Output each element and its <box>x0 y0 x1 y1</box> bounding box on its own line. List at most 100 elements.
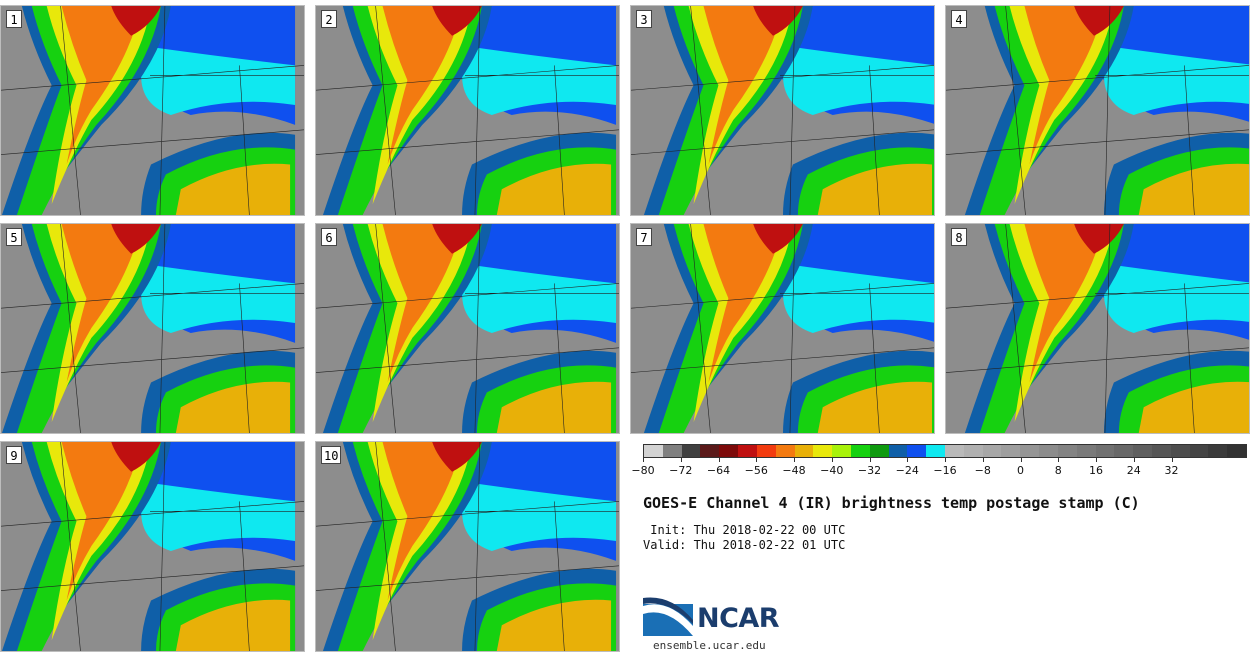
colorbar-tick <box>680 458 682 462</box>
cloud-region <box>141 481 296 551</box>
ncar-swoosh-icon <box>643 597 693 636</box>
state-boundaries <box>631 224 934 433</box>
colorbar-swatch <box>1095 445 1115 457</box>
panel-5: 5 <box>0 223 305 434</box>
colorbar-swatch <box>1189 445 1209 457</box>
cloud-region <box>432 224 482 254</box>
ir-map-7 <box>631 224 934 433</box>
panel-label-4: 4 <box>951 10 967 28</box>
panel-8: 8 <box>945 223 1250 434</box>
ir-map-8 <box>946 224 1249 433</box>
colorbar-tick <box>982 458 984 462</box>
colorbar-tick <box>718 458 720 462</box>
colorbar-ticks: −80 −72 −64 −56 −48 −40 −32 −24 −16 −8 0 8 16 24 32 <box>631 458 1247 478</box>
cloud-region <box>367 442 472 641</box>
panel-label-6: 6 <box>321 228 337 246</box>
ir-map-4 <box>946 6 1249 215</box>
panel-label-8: 8 <box>951 228 967 246</box>
cloud-region <box>1074 224 1124 254</box>
ir-map-3 <box>631 6 934 215</box>
cloud-region <box>382 6 463 165</box>
panel-label-2: 2 <box>321 10 337 28</box>
colorbar-swatch <box>756 445 776 457</box>
colorbar-swatch <box>963 445 983 457</box>
state-boundaries <box>1 6 304 215</box>
cloud-region <box>141 45 296 115</box>
colorbar-swatch <box>1227 445 1246 457</box>
colorbar-swatch <box>926 445 945 457</box>
cloud-region <box>382 442 463 601</box>
colorbar-tick-label: −24 <box>895 464 919 477</box>
cloud-region <box>496 163 612 215</box>
colorbar <box>643 444 1247 458</box>
colorbar-swatch <box>1151 445 1171 457</box>
cloud-region <box>111 6 161 36</box>
state-boundaries <box>1 224 304 433</box>
cloud-region <box>1103 263 1249 333</box>
cloud-region <box>61 224 142 383</box>
cloud-region <box>1138 163 1249 215</box>
cloud-region <box>1009 224 1114 423</box>
panel-label-5: 5 <box>6 228 22 246</box>
cloud-region <box>61 442 142 601</box>
cloud-region <box>111 224 161 254</box>
cloud-region <box>46 442 152 641</box>
colorbar-tick-label: −8 <box>974 464 991 477</box>
colorbar-tick <box>794 458 795 462</box>
colorbar-tick <box>1020 458 1022 462</box>
cloud-region <box>111 442 161 472</box>
colorbar-tick <box>945 458 946 462</box>
colorbar-swatch <box>888 445 908 457</box>
cloud-region <box>46 224 152 423</box>
colorbar-swatch <box>1133 445 1152 457</box>
cloud-region <box>175 163 291 215</box>
ir-map-6 <box>316 224 619 433</box>
colorbar-tick-label: −32 <box>857 464 882 477</box>
colorbar-swatch <box>907 445 927 457</box>
state-boundaries <box>316 224 619 433</box>
ir-map-5 <box>1 224 304 433</box>
panel-1: 1 <box>0 5 305 216</box>
cloud-region <box>753 224 803 254</box>
colorbar-swatch <box>982 445 1002 457</box>
panel-label-10: 10 <box>321 446 342 464</box>
colorbar-swatch <box>1114 445 1134 457</box>
colorbar-tick <box>756 458 758 462</box>
cloud-region <box>175 381 291 433</box>
state-boundaries <box>316 442 619 651</box>
cloud-region <box>462 481 617 551</box>
colorbar-tick-label: −80 <box>631 464 655 477</box>
colorbar-tick <box>907 458 909 462</box>
panel-label-9: 9 <box>6 446 22 464</box>
colorbar-tick <box>1096 458 1097 462</box>
colorbar-swatch <box>945 445 964 457</box>
cloud-region <box>782 263 934 333</box>
cloud-region <box>367 224 472 423</box>
panel-7: 7 <box>630 223 935 434</box>
panel-6: 6 <box>315 223 620 434</box>
panel-10: 10 <box>315 441 620 652</box>
cloud-region <box>1009 6 1114 205</box>
colorbar-tick-label: 0 <box>1017 464 1024 477</box>
cloud-region <box>782 45 934 115</box>
cloud-region <box>1074 6 1124 36</box>
cloud-region <box>817 163 933 215</box>
ir-map-10 <box>316 442 619 651</box>
cloud-region <box>817 381 933 433</box>
colorbar-tick-label: −56 <box>744 464 768 477</box>
colorbar-swatch <box>775 445 795 457</box>
cloud-region <box>703 6 783 165</box>
state-boundaries <box>631 6 934 215</box>
colorbar-tick-label: −16 <box>933 464 957 477</box>
cloud-region <box>688 224 793 423</box>
cloud-region <box>382 224 463 383</box>
cloud-region <box>432 442 482 472</box>
colorbar-tick-label: −64 <box>706 464 731 477</box>
logo-url: ensemble.ucar.edu <box>653 639 766 652</box>
colorbar-swatch <box>681 445 701 457</box>
colorbar-tick-label: 24 <box>1126 464 1141 477</box>
state-boundaries <box>316 6 619 215</box>
cloud-region <box>175 599 291 651</box>
ir-map-2 <box>316 6 619 215</box>
colorbar-swatch <box>1208 445 1228 457</box>
